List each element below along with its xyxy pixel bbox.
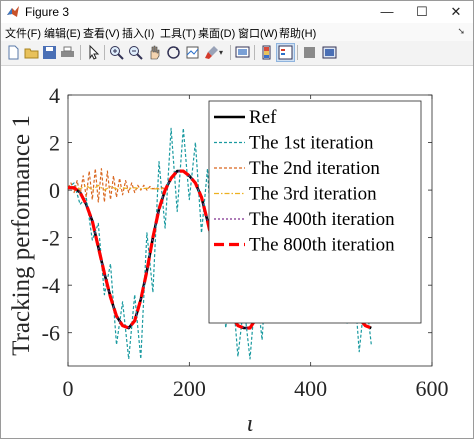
series-3rd-iteration-line (67, 184, 166, 191)
rotate-3d-icon[interactable] (165, 44, 182, 61)
x-tick-label: 0 (63, 376, 74, 401)
zoom-out-icon[interactable] (127, 44, 144, 61)
menu-help[interactable]: 帮助(H) (279, 28, 317, 40)
y-tick-label: 0 (49, 178, 60, 203)
menu-file[interactable]: 文件(F) (5, 28, 42, 40)
figure-canvas: 0 200 400 600 4 2 0 -2 -4 -6 ι Tracking performance… (1, 66, 473, 438)
legend-entry-400th-iteration: The 400th iteration (249, 209, 395, 230)
title-bar[interactable]: Figure 3 — ☐ ✕ (1, 1, 473, 23)
y-tick-label: -4 (42, 273, 60, 298)
toolbar-separator (230, 45, 231, 60)
x-tick-label: 400 (294, 376, 327, 401)
edit-plot-icon[interactable] (85, 44, 102, 61)
toolbar-separator (254, 45, 255, 60)
link-plot-icon[interactable] (234, 44, 251, 61)
series-2nd-iteration-line (67, 168, 166, 203)
print-icon[interactable] (59, 44, 76, 61)
data-cursor-icon[interactable] (184, 44, 201, 61)
y-axis-label: Tracking performance 1 (8, 115, 35, 356)
pan-icon[interactable] (146, 44, 163, 61)
open-file-icon[interactable] (23, 44, 40, 61)
y-tick-label: -6 (42, 321, 60, 346)
x-axis-label: ι (247, 411, 254, 437)
menu-bar: 文件(F) 编辑(E) 查看(V) 插入(I) 工具(T) 桌面(D) 窗口(W… (1, 23, 473, 41)
toolbar-separator (104, 45, 105, 60)
save-icon[interactable] (41, 44, 58, 61)
brush-dropdown-icon[interactable]: ▾ (219, 48, 224, 57)
menu-edit[interactable]: 编辑(E) (44, 28, 81, 40)
zoom-in-icon[interactable] (108, 44, 125, 61)
show-plot-tools-icon[interactable] (321, 44, 338, 61)
toolbar-separator (297, 45, 298, 60)
toolbar-separator (80, 45, 81, 60)
colorbar-icon[interactable] (258, 44, 275, 61)
menu-desktop[interactable]: 桌面(D) (198, 28, 236, 40)
legend-box[interactable] (208, 100, 422, 324)
menu-view[interactable]: 查看(V) (83, 28, 120, 40)
menu-expand-icon[interactable]: ➘ (457, 26, 465, 36)
y-tick-label: -2 (42, 226, 60, 251)
brush-icon[interactable] (203, 44, 220, 61)
x-tick-label: 600 (416, 376, 449, 401)
menu-tools[interactable]: 工具(T) (160, 28, 197, 40)
y-tick-label: 2 (49, 131, 60, 156)
close-button[interactable]: ✕ (450, 4, 462, 19)
y-tick-label: 4 (49, 83, 60, 108)
legend-entry-800th-iteration: The 800th iteration (249, 235, 395, 256)
figure-toolbar: ▾ (1, 41, 473, 66)
legend-entry-ref: Ref (249, 107, 277, 128)
hide-plot-tools-icon[interactable] (301, 44, 318, 61)
menu-window[interactable]: 窗口(W) (238, 28, 278, 40)
window-title: Figure 3 (25, 5, 70, 19)
menu-insert[interactable]: 插入(I) (122, 28, 155, 40)
matlab-logo-icon (7, 6, 19, 17)
minimize-button[interactable]: — (380, 4, 394, 19)
legend-entry-1st-iteration: The 1st iteration (249, 133, 374, 154)
new-figure-icon[interactable] (5, 44, 22, 61)
x-tick-label: 200 (173, 376, 206, 401)
legend-entry-2nd-iteration: The 2nd iteration (249, 158, 380, 179)
legend-icon[interactable] (276, 43, 295, 62)
maximize-button[interactable]: ☐ (416, 4, 428, 19)
line-chart[interactable]: 0 200 400 600 4 2 0 -2 -4 -6 ι Tracking performance… (1, 66, 473, 438)
legend-entry-3rd-iteration: The 3rd iteration (249, 184, 377, 205)
